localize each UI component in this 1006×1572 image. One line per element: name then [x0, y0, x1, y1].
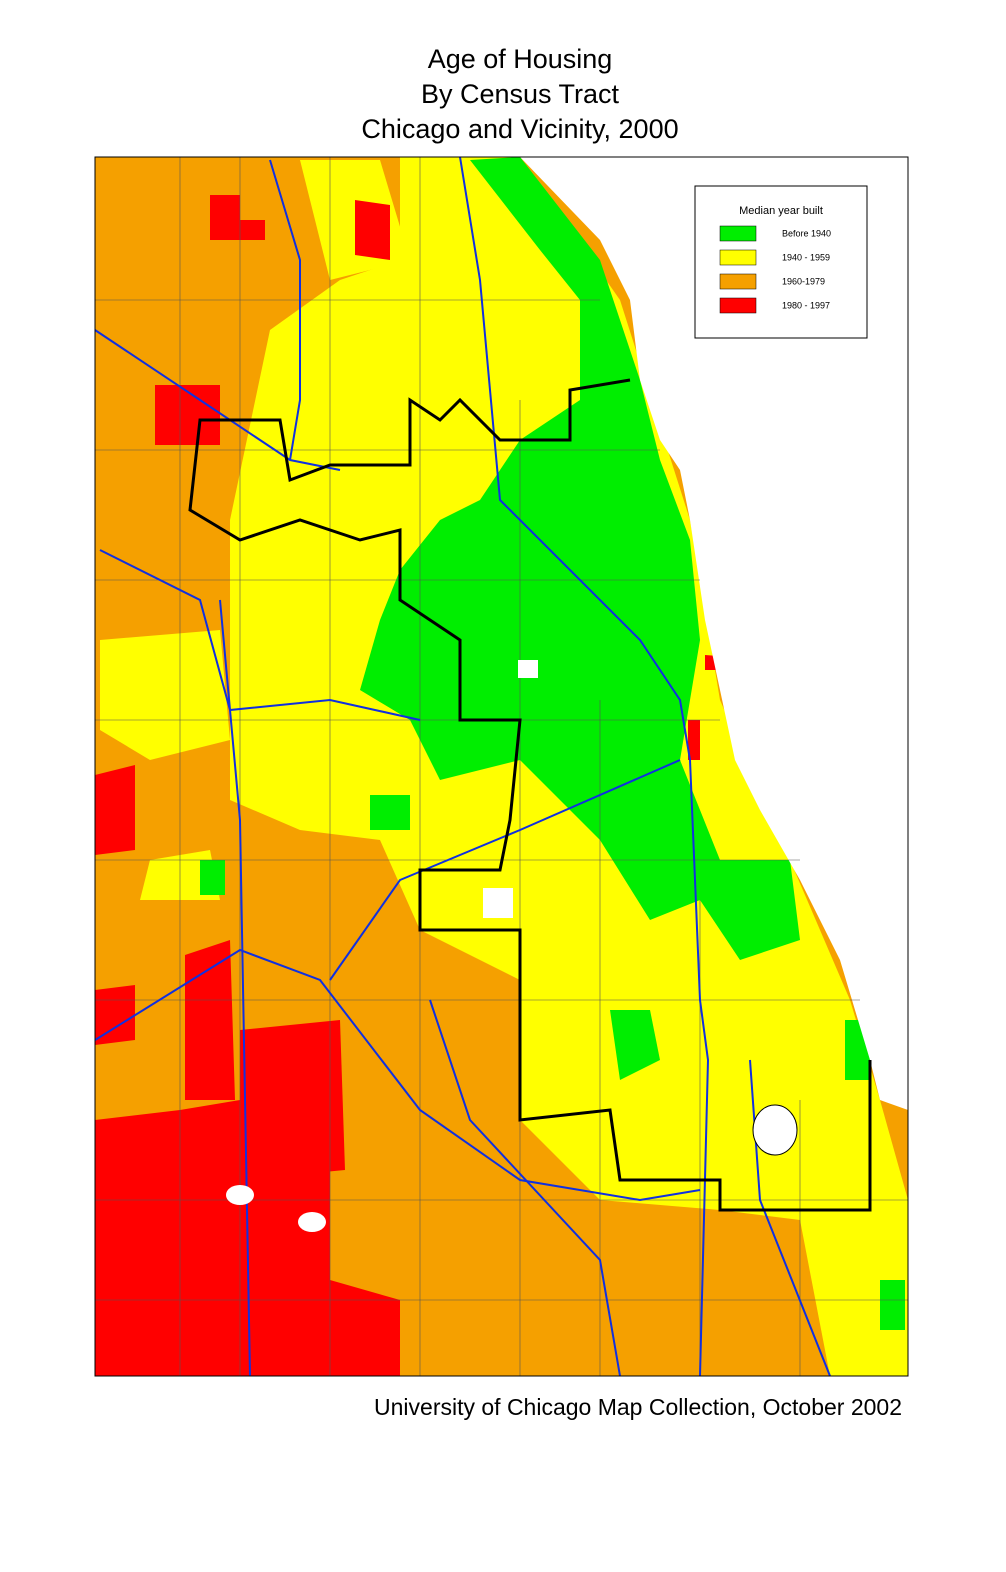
map [94, 156, 909, 1377]
region-green [200, 860, 225, 895]
legend-label: Before 1940 [782, 228, 831, 238]
region-green [370, 795, 410, 830]
region-red [355, 200, 390, 260]
tract-lines [95, 157, 908, 1376]
region-red [688, 720, 700, 760]
lake [520, 157, 908, 1110]
region-red [185, 940, 235, 1100]
legend-swatch [719, 249, 757, 266]
region-red [210, 195, 265, 240]
title-line: Age of Housing [428, 44, 613, 74]
legend-label: 1960-1979 [782, 276, 825, 286]
city-boundary [188, 378, 872, 1212]
region-red [155, 385, 220, 445]
legend: Median year built Before 1940 1940 - 1959… [694, 185, 868, 339]
title-line: By Census Tract [421, 79, 620, 109]
title-line: Chicago and Vicinity, 2000 [361, 114, 678, 144]
legend-title: Median year built [739, 205, 823, 217]
region-red [95, 765, 135, 855]
legend-swatch [719, 225, 757, 242]
no-data-tract [226, 1185, 254, 1205]
legend-label: 1980 - 1997 [782, 300, 830, 310]
map-frame [94, 156, 909, 1377]
legend-swatch [719, 297, 757, 314]
no-data-tract [483, 888, 513, 918]
region-green [880, 1280, 905, 1330]
region-green [360, 157, 800, 960]
legend-swatch [719, 273, 757, 290]
no-data-tract [518, 660, 538, 678]
no-data-tract [752, 1104, 798, 1156]
region-yellow [100, 630, 230, 760]
legend-label: 1940 - 1959 [782, 252, 830, 262]
region-green [610, 1010, 660, 1080]
region-red [240, 1020, 345, 1180]
no-data-tract [298, 1212, 326, 1232]
credit: University of Chicago Map Collection, Oc… [374, 1394, 902, 1420]
